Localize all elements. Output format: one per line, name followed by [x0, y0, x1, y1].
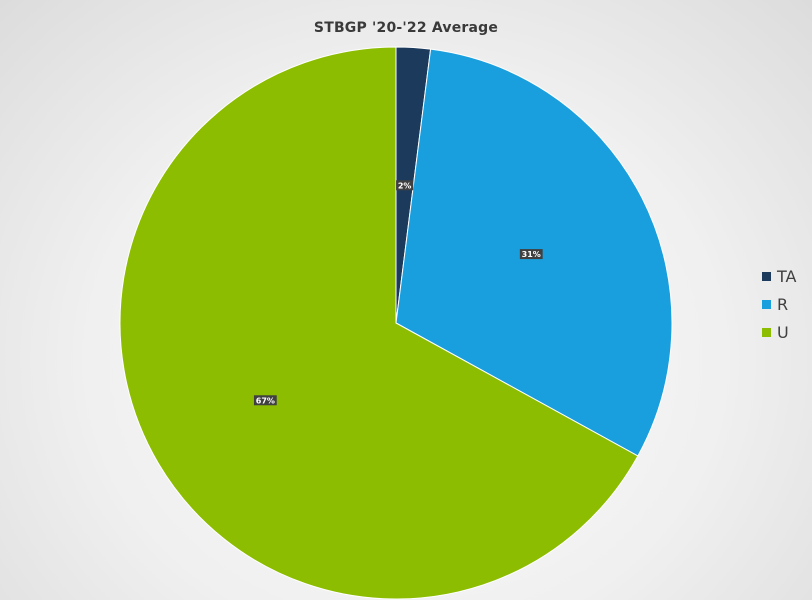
- legend-label-ta: TA: [777, 266, 797, 286]
- data-label-r: 31%: [519, 249, 543, 260]
- legend-label-u: U: [777, 322, 789, 342]
- legend-item-r: R: [762, 292, 796, 316]
- svg-text:2%: 2%: [398, 181, 412, 190]
- data-label-u: 67%: [253, 395, 277, 406]
- chart-title: STBGP '20-'22 Average: [313, 20, 499, 36]
- legend-label-r: R: [777, 294, 789, 314]
- svg-text:31%: 31%: [522, 250, 541, 259]
- data-label-ta: 2%: [396, 180, 414, 191]
- svg-text:67%: 67%: [256, 396, 275, 405]
- legend-item-u: U: [762, 320, 796, 344]
- pie-slice-u: [119, 46, 639, 600]
- legend-swatch-ta: [762, 271, 771, 281]
- legend: TA R U: [762, 264, 796, 348]
- legend-swatch-u: [762, 327, 771, 337]
- legend-item-ta: TA: [762, 264, 796, 288]
- legend-swatch-r: [762, 299, 771, 309]
